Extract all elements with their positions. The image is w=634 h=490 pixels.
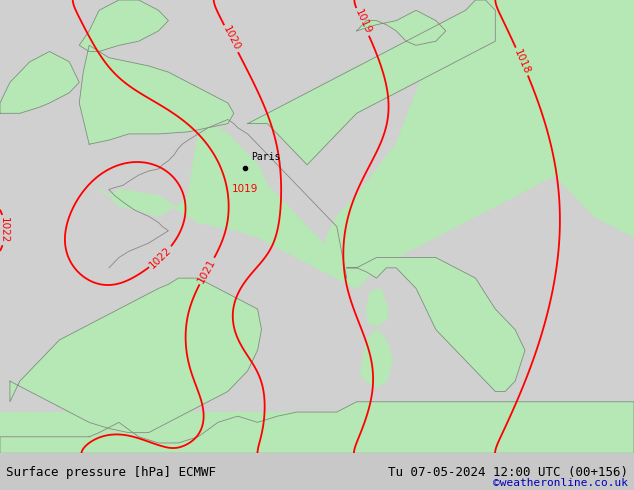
Text: Surface pressure [hPa] ECMWF: Surface pressure [hPa] ECMWF — [6, 466, 216, 479]
Polygon shape — [79, 0, 169, 51]
Polygon shape — [99, 123, 347, 278]
Text: Paris: Paris — [250, 152, 280, 162]
Text: ©weatheronline.co.uk: ©weatheronline.co.uk — [493, 478, 628, 488]
Polygon shape — [366, 289, 388, 325]
Text: 1020: 1020 — [221, 25, 242, 53]
Polygon shape — [248, 0, 495, 165]
Polygon shape — [317, 0, 634, 289]
Polygon shape — [0, 51, 79, 113]
Text: 1022: 1022 — [148, 245, 174, 270]
Polygon shape — [356, 10, 446, 46]
Polygon shape — [79, 46, 234, 144]
Polygon shape — [361, 330, 392, 387]
Text: 1019: 1019 — [353, 8, 373, 36]
Polygon shape — [0, 402, 634, 453]
Polygon shape — [0, 412, 634, 453]
Polygon shape — [10, 278, 261, 433]
Text: 1018: 1018 — [512, 48, 532, 75]
Text: Tu 07-05-2024 12:00 UTC (00+156): Tu 07-05-2024 12:00 UTC (00+156) — [387, 466, 628, 479]
Text: 1021: 1021 — [196, 257, 217, 285]
Polygon shape — [347, 258, 525, 392]
Text: 1022: 1022 — [0, 217, 9, 243]
Text: 1019: 1019 — [231, 184, 258, 195]
